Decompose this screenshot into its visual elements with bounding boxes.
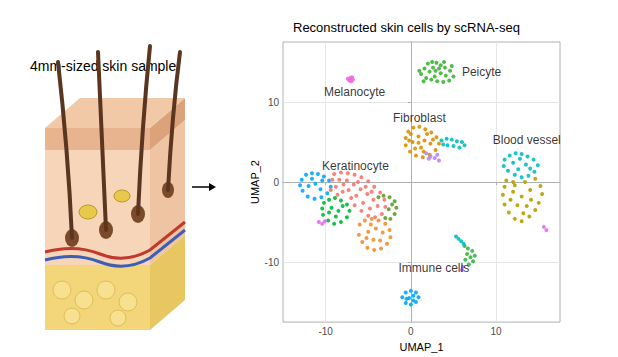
svg-text:UMAP_2: UMAP_2 <box>249 160 261 204</box>
svg-text:Immune cells: Immune cells <box>399 261 470 275</box>
svg-text:Reconstructed skin cells by sc: Reconstructed skin cells by scRNA-seq <box>293 20 520 35</box>
svg-text:-10: -10 <box>318 326 333 337</box>
svg-text:Peicyte: Peicyte <box>462 65 502 79</box>
svg-text:UMAP_1: UMAP_1 <box>399 341 443 353</box>
svg-text:0: 0 <box>408 326 414 337</box>
svg-text:Melanocyte: Melanocyte <box>324 85 386 99</box>
svg-text:Blood vessel: Blood vessel <box>493 133 561 147</box>
svg-text:-10: -10 <box>265 257 280 268</box>
svg-text:Keratinocyte: Keratinocyte <box>322 159 389 173</box>
svg-text:4mm-sized skin sample: 4mm-sized skin sample <box>30 58 176 74</box>
svg-text:0: 0 <box>273 177 279 188</box>
svg-text:Fibroblast: Fibroblast <box>393 111 446 125</box>
svg-text:10: 10 <box>268 97 280 108</box>
svg-text:10: 10 <box>491 326 503 337</box>
